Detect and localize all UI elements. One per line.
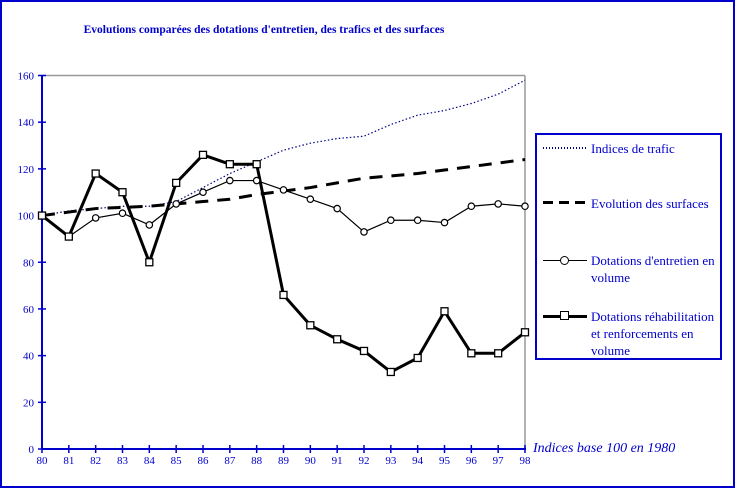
svg-text:89: 89	[278, 455, 290, 467]
svg-text:0: 0	[29, 444, 35, 456]
svg-text:20: 20	[23, 397, 35, 409]
svg-text:80: 80	[37, 455, 49, 467]
svg-text:160: 160	[18, 71, 35, 83]
legend-entry-rehabilitation: Dotations réhabilitation et renforcement…	[543, 308, 718, 359]
svg-text:96: 96	[466, 455, 478, 467]
svg-text:98: 98	[520, 455, 532, 467]
entretien-line-sample	[543, 256, 587, 265]
footnote: Indices base 100 en 1980	[533, 441, 676, 456]
legend-label-surfaces: Evolution des surfaces	[591, 196, 709, 211]
legend-label-entretien: Dotations d'entretien en volume	[591, 253, 715, 285]
svg-text:92: 92	[359, 455, 370, 467]
svg-text:97: 97	[493, 455, 505, 467]
svg-text:80: 80	[23, 257, 35, 269]
legend: Indices de trafic Evolution des surfaces…	[535, 133, 722, 360]
svg-text:82: 82	[90, 455, 101, 467]
svg-text:83: 83	[117, 455, 129, 467]
svg-text:86: 86	[198, 455, 210, 467]
chart-title: Evolutions comparées des dotations d'ent…	[83, 24, 445, 36]
svg-text:100: 100	[18, 211, 35, 223]
square-marker-icon	[560, 311, 569, 320]
legend-entry-entretien: Dotations d'entretien en volume	[543, 252, 718, 286]
svg-text:93: 93	[385, 455, 397, 467]
rehabilitation-line-sample	[543, 311, 587, 320]
svg-text:84: 84	[144, 455, 156, 467]
svg-text:120: 120	[18, 164, 35, 176]
surfaces-dashed-line-sample	[543, 201, 590, 204]
legend-label-rehabilitation: Dotations réhabilitation et renforcement…	[591, 309, 715, 358]
svg-text:88: 88	[251, 455, 263, 467]
legend-entry-trafic: Indices de trafic	[543, 140, 718, 157]
svg-text:87: 87	[224, 455, 236, 467]
legend-label-trafic: Indices de trafic	[591, 141, 675, 156]
svg-text:95: 95	[439, 455, 451, 467]
svg-text:60: 60	[23, 304, 35, 316]
svg-text:140: 140	[18, 117, 35, 129]
circle-marker-icon	[560, 256, 569, 265]
legend-entry-surfaces: Evolution des surfaces	[543, 195, 718, 212]
svg-text:85: 85	[171, 455, 183, 467]
svg-text:94: 94	[412, 455, 424, 467]
svg-text:91: 91	[332, 455, 343, 467]
trafic-dotted-line-sample	[543, 147, 587, 149]
svg-text:40: 40	[23, 351, 35, 363]
svg-text:81: 81	[63, 455, 74, 467]
svg-text:90: 90	[305, 455, 317, 467]
